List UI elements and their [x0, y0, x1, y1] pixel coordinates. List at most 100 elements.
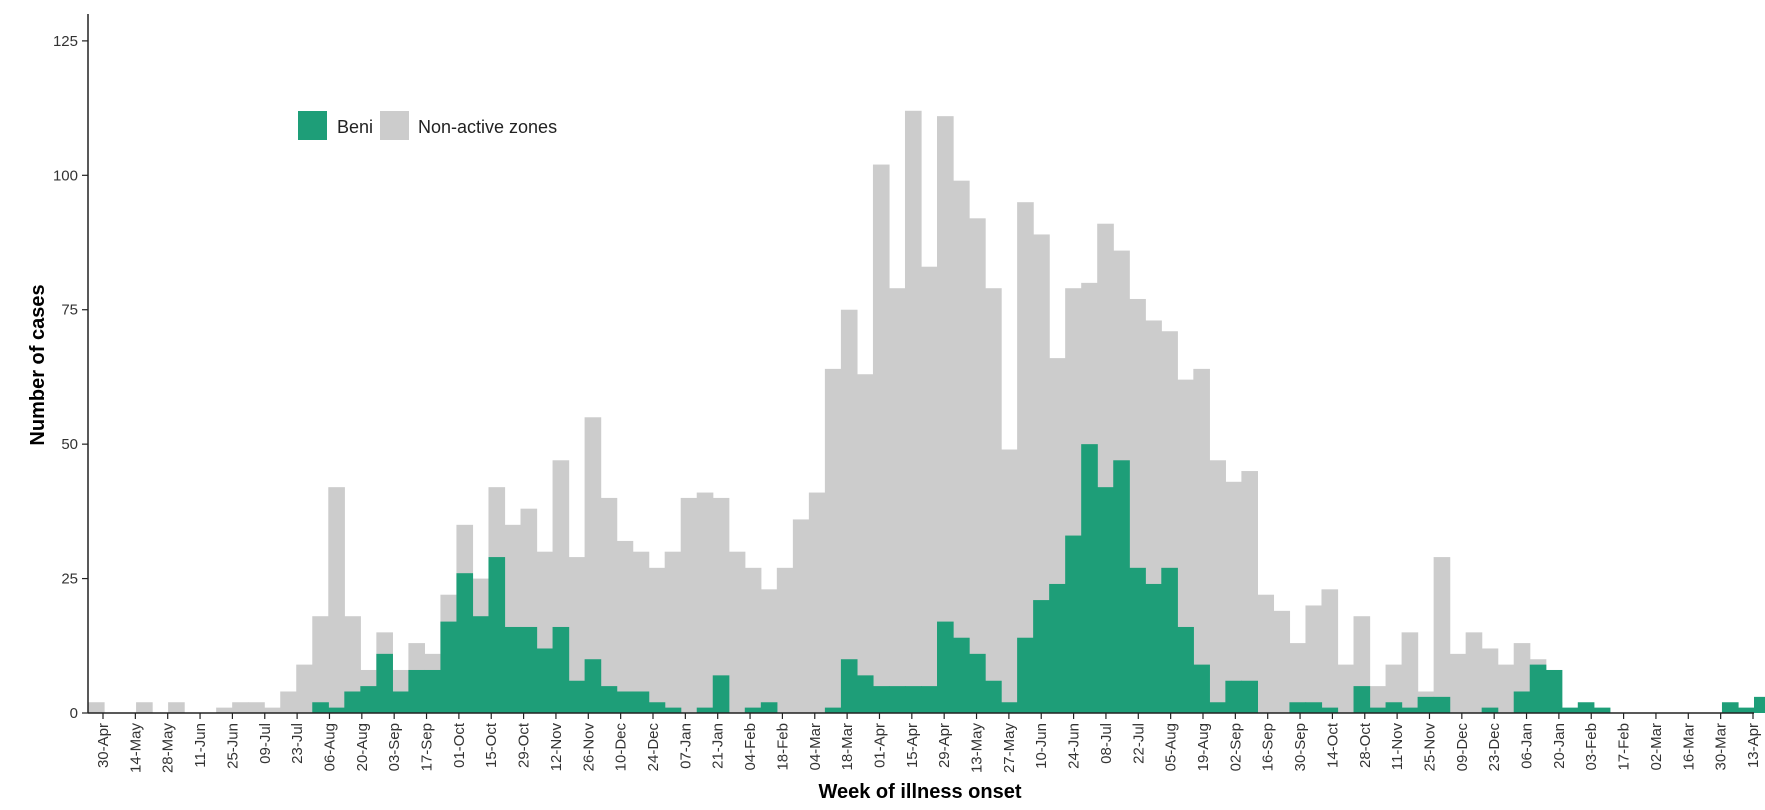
beni-bar: [616, 691, 634, 713]
x-tick-label: 02-Mar: [1648, 723, 1665, 771]
non-active-zones-bar: [712, 497, 730, 713]
x-tick-label: 06-Jan: [1519, 723, 1536, 769]
beni-bar: [1097, 487, 1114, 713]
y-tick-label: 25: [61, 571, 78, 588]
beni-bar: [1177, 626, 1194, 713]
non-active-zones-bar: [776, 567, 794, 713]
x-tick-label: 05-Aug: [1163, 723, 1180, 771]
beni-bar: [1289, 702, 1307, 713]
x-tick-label: 28-May: [160, 723, 177, 774]
non-active-zones-bar: [969, 218, 986, 713]
x-tick-label: 04-Mar: [807, 723, 824, 771]
x-tick-label: 16-Sep: [1260, 723, 1277, 771]
beni-bar: [600, 686, 618, 713]
non-active-zones-bar: [953, 180, 970, 713]
x-tick-label: 30-Mar: [1713, 723, 1730, 771]
x-tick-label: 16-Mar: [1680, 723, 1697, 771]
x-tick-label: 15-Oct: [483, 722, 500, 768]
x-tick-label: 24-Jun: [1066, 723, 1083, 769]
y-tick-label: 125: [53, 33, 78, 50]
beni-bar: [664, 707, 682, 713]
x-axis-title: Week of illness onset: [818, 781, 1021, 803]
non-active-zones-bar: [1017, 202, 1034, 713]
non-active-zones-bar: [328, 487, 345, 713]
x-tick-label: 06-Aug: [322, 723, 339, 771]
beni-bar: [552, 626, 570, 713]
beni-bar: [1321, 707, 1339, 713]
non-active-zones-bar: [280, 691, 297, 713]
non-active-zones-bar: [904, 110, 922, 713]
beni-bar: [536, 648, 554, 713]
beni-bar: [376, 653, 393, 713]
beni-bar: [632, 691, 650, 713]
non-active-zones-bar: [1193, 368, 1210, 713]
beni-bar: [1417, 696, 1435, 713]
x-tick-label: 20-Aug: [354, 723, 371, 771]
non-active-zones-bar: [344, 616, 361, 713]
non-active-zones-bar: [1225, 481, 1242, 713]
non-active-zones-bar: [1481, 648, 1499, 713]
non-active-zones-bar: [696, 492, 714, 713]
beni-bar: [985, 680, 1002, 713]
beni-bar: [1433, 696, 1451, 713]
non-active-zones-bar: [1001, 449, 1018, 713]
non-active-zones-bar: [1289, 643, 1307, 713]
x-tick-label: 21-Jan: [710, 723, 727, 769]
x-tick-label: 30-Apr: [95, 723, 112, 768]
non-active-zones-bar: [232, 702, 249, 713]
non-active-zones-bar: [584, 417, 602, 713]
non-active-zones-bar: [1433, 557, 1451, 713]
non-active-zones-bar: [1241, 471, 1258, 713]
beni-bar: [1161, 567, 1178, 713]
beni-bar: [1385, 702, 1403, 713]
beni-bar: [1737, 707, 1755, 713]
beni-bar: [1353, 686, 1371, 713]
non-active-zones-bar: [680, 497, 698, 713]
non-active-zones-bar: [1305, 605, 1323, 713]
x-tick-label: 11-Jun: [192, 723, 209, 768]
beni-bar: [888, 686, 906, 713]
beni-bar: [1193, 664, 1210, 713]
x-tick-label: 07-Jan: [677, 723, 694, 769]
x-tick-label: 14-May: [127, 723, 144, 774]
non-active-zones-bar: [600, 497, 618, 713]
beni-bar: [696, 707, 714, 713]
y-tick-label: 0: [70, 705, 78, 722]
beni-bar: [872, 686, 890, 713]
x-tick-label: 18-Mar: [839, 723, 856, 771]
x-tick-label: 03-Feb: [1583, 723, 1600, 771]
x-tick-label: 22-Jul: [1130, 723, 1147, 764]
non-active-zones-bar: [872, 164, 890, 714]
x-tick-label: 25-Jun: [224, 723, 241, 769]
non-active-zones-bar: [296, 664, 313, 713]
beni-bar: [408, 669, 425, 713]
non-active-zones-bar: [808, 492, 826, 713]
beni-bar: [456, 573, 474, 713]
beni-bar: [504, 626, 522, 713]
non-active-zones-bar: [1401, 632, 1419, 713]
beni-bar: [1113, 460, 1130, 713]
x-tick-label: 19-Aug: [1195, 723, 1212, 771]
non-active-zones-bar: [616, 540, 634, 713]
non-active-zones-bar: [248, 702, 265, 713]
legend-label-beni: Beni: [337, 117, 373, 137]
x-tick-label: 12-Nov: [548, 723, 565, 772]
beni-bar: [312, 702, 329, 713]
x-tick-label: 29-Oct: [516, 722, 533, 768]
beni-bar: [760, 702, 778, 713]
beni-bar: [344, 691, 361, 713]
x-tick-label: 29-Apr: [936, 723, 953, 768]
x-tick-label: 17-Sep: [419, 723, 436, 771]
beni-bar: [840, 659, 858, 713]
non-active-zones-bar: [1465, 632, 1483, 713]
y-axis-title: Number of cases: [27, 284, 49, 445]
beni-bar: [856, 675, 874, 713]
x-tick-label: 03-Sep: [386, 723, 403, 771]
x-tick-label: 17-Feb: [1616, 723, 1633, 771]
non-active-zones-bar: [1369, 686, 1387, 713]
x-tick-label: 09-Jul: [257, 723, 274, 764]
beni-bar: [1577, 702, 1595, 713]
beni-bar: [1033, 600, 1050, 713]
x-tick-label: 04-Feb: [742, 723, 759, 771]
